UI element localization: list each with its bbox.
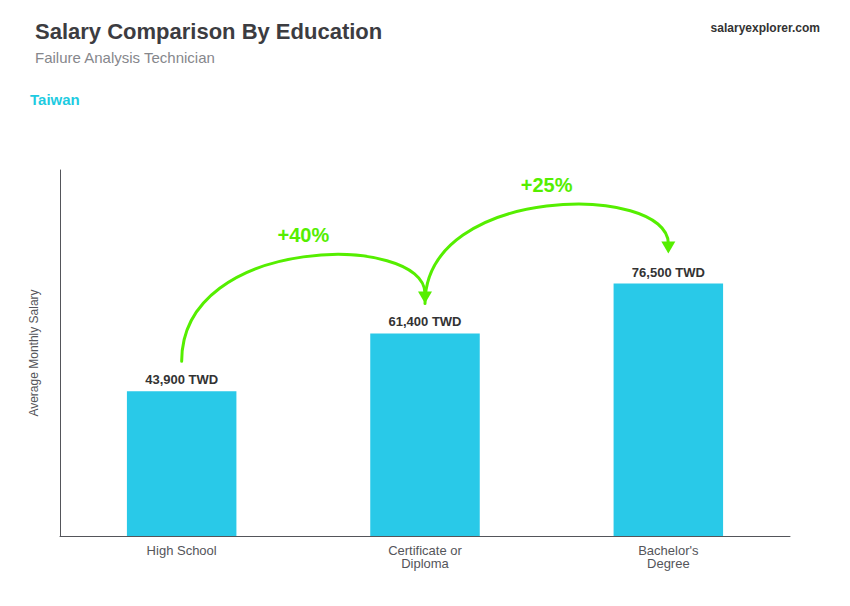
svg-text:Average Monthly Salary: Average Monthly Salary [27, 289, 41, 416]
svg-text:Degree: Degree [647, 556, 690, 571]
svg-text:76,500 TWD: 76,500 TWD [632, 265, 705, 280]
svg-text:Diploma: Diploma [401, 556, 449, 571]
svg-text:+40%: +40% [277, 224, 329, 246]
svg-text:43,900 TWD: 43,900 TWD [145, 372, 218, 387]
svg-text:Taiwan: Taiwan [30, 91, 80, 108]
svg-text:salaryexplorer.com: salaryexplorer.com [711, 21, 820, 35]
svg-text:Failure Analysis Technician: Failure Analysis Technician [35, 49, 215, 66]
svg-text:Salary Comparison By Education: Salary Comparison By Education [35, 19, 382, 44]
svg-text:+25%: +25% [521, 174, 573, 196]
svg-text:61,400 TWD: 61,400 TWD [389, 314, 462, 329]
svg-text:Certificate or: Certificate or [388, 543, 462, 558]
svg-text:High School: High School [147, 543, 217, 558]
svg-text:Bachelor's: Bachelor's [638, 543, 699, 558]
